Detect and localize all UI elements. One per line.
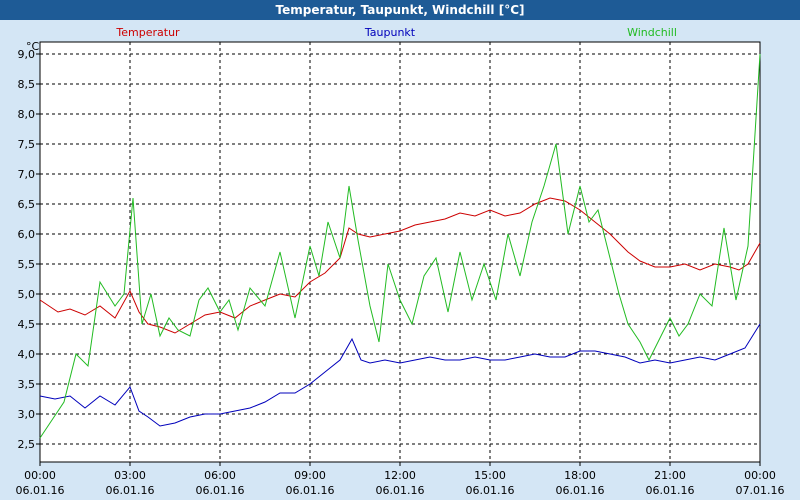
x-tick-date: 06.01.16 — [556, 484, 605, 497]
x-tick-date: 06.01.16 — [466, 484, 515, 497]
x-tick-time: 12:00 — [384, 469, 416, 482]
grid-lines — [40, 42, 760, 462]
y-tick-label: 8,0 — [18, 108, 36, 121]
y-tick-label: 5,0 — [18, 288, 36, 301]
x-tick-date: 07.01.16 — [736, 484, 785, 497]
x-tick-date: 06.01.16 — [286, 484, 335, 497]
y-tick-labels: 2,5 3,0 3,5 4,0 4,5 5,0 5,5 6,0 6,5 7,0 7,5 8,0 8,5 9… — [18, 48, 40, 451]
x-tick-time: 03:00 — [114, 469, 146, 482]
y-tick-label: 7,5 — [18, 138, 36, 151]
x-tick-date: 06.01.16 — [106, 484, 155, 497]
y-tick-label: 4,5 — [18, 318, 36, 331]
x-tick-time: 06:00 — [204, 469, 236, 482]
y-tick-label: 3,5 — [18, 378, 36, 391]
y-tick-label: 4,0 — [18, 348, 36, 361]
x-tick-time: 00:00 — [24, 469, 56, 482]
y-tick-label: 5,5 — [18, 258, 36, 271]
y-axis-unit: °C — [26, 40, 40, 53]
y-tick-label: 6,5 — [18, 198, 36, 211]
y-tick-label: 3,0 — [18, 408, 36, 421]
series-line-windchill — [39, 53, 761, 439]
y-tick-label: 6,0 — [18, 228, 36, 241]
x-tick-date: 06.01.16 — [376, 484, 425, 497]
x-tick-time: 15:00 — [474, 469, 506, 482]
x-tick-time: 09:00 — [294, 469, 326, 482]
chart-title: Temperatur, Taupunkt, Windchill [°C] — [0, 0, 800, 20]
legend-windchill: Windchill — [627, 26, 677, 39]
series-line-taupunkt — [39, 323, 761, 427]
y-tick-label: 9,0 — [18, 48, 36, 61]
x-tick-date: 06.01.16 — [196, 484, 245, 497]
x-tick-date: 06.01.16 — [16, 484, 65, 497]
y-tick-label: 8,5 — [18, 78, 36, 91]
x-tick-time: 18:00 — [564, 469, 596, 482]
x-tick-labels: 00:00 06.01.16 03:00 06.01.16 06:00 06.01.16 0… — [16, 462, 785, 497]
legend: Temperatur Taupunkt Windchill — [115, 26, 677, 39]
legend-taupunkt: Taupunkt — [364, 26, 416, 39]
y-tick-label: 7,0 — [18, 168, 36, 181]
x-tick-date: 06.01.16 — [646, 484, 695, 497]
legend-temperatur: Temperatur — [115, 26, 180, 39]
y-tick-label: 2,5 — [18, 438, 36, 451]
x-tick-time: 00:00 — [744, 469, 776, 482]
x-tick-time: 21:00 — [654, 469, 686, 482]
series-lines — [39, 53, 761, 439]
series-line-temperatur — [39, 197, 761, 334]
